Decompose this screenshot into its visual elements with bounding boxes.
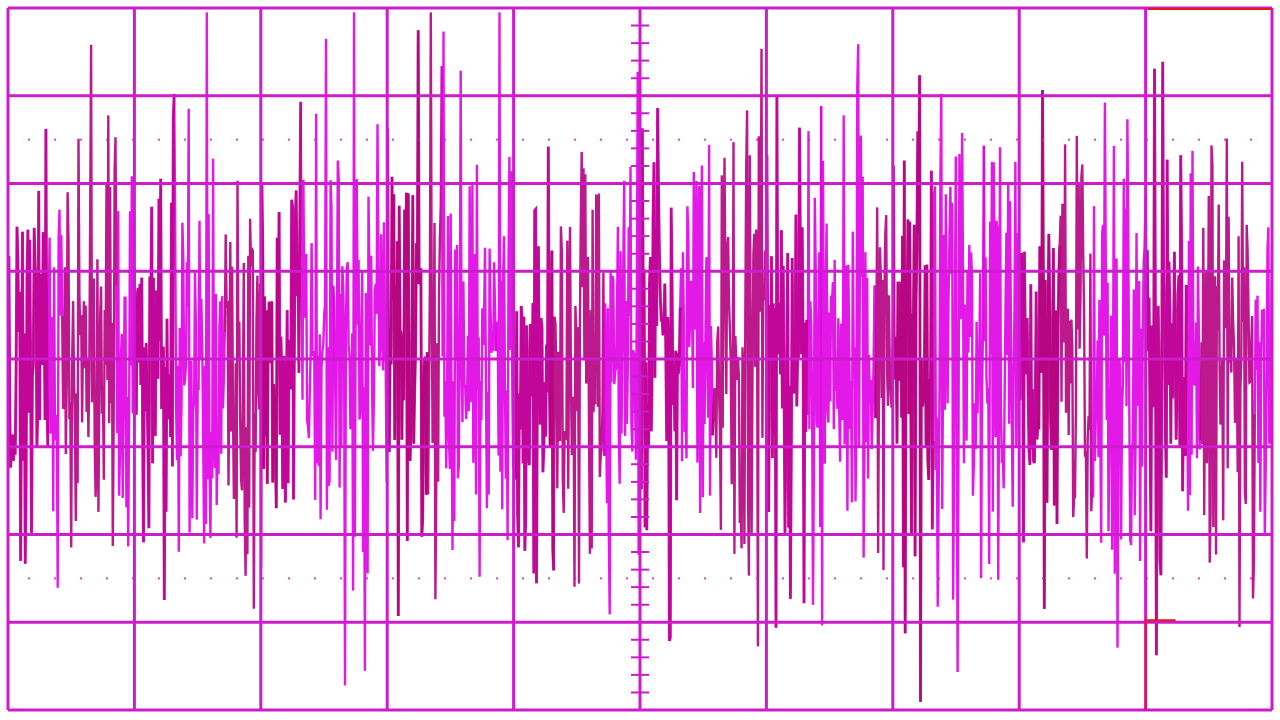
trace-dark-segment xyxy=(512,146,556,584)
trace-dark-segment xyxy=(1144,61,1188,656)
trace-segment xyxy=(548,151,606,587)
trace-dark-segment xyxy=(133,93,176,601)
trace-segment xyxy=(169,12,226,552)
trace-dark-segment xyxy=(639,107,682,642)
trace-dark-segment xyxy=(765,95,809,628)
trace-segment xyxy=(1199,138,1257,628)
trace-segment xyxy=(928,93,985,673)
trace-segment xyxy=(711,48,769,647)
trace-segment xyxy=(61,44,118,548)
trace-dark-segment xyxy=(891,75,935,702)
trace-segment xyxy=(820,44,877,626)
cursor-markers xyxy=(1144,8,1272,710)
center-axis-ticks xyxy=(631,7,649,711)
trace-dark-segment xyxy=(386,30,429,617)
trace-segment xyxy=(440,31,498,577)
trace-dark-segment xyxy=(6,128,50,564)
trace-dark-segment xyxy=(1018,89,1062,609)
trace-dark-segment xyxy=(259,101,303,568)
noise-trace-layer xyxy=(6,12,1274,702)
trace-segment xyxy=(1253,169,1274,536)
